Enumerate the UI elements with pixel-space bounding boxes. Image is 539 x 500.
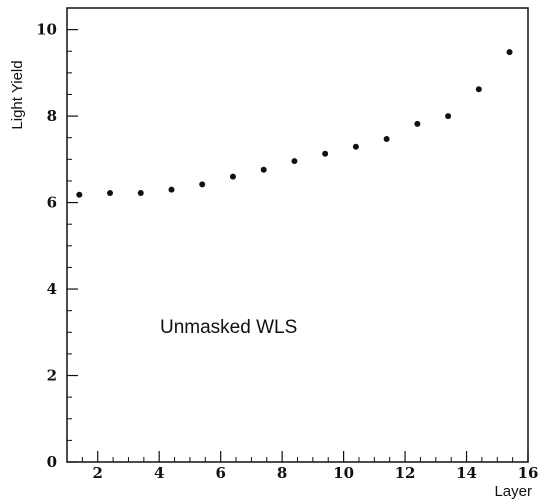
data-point xyxy=(383,136,390,143)
data-point xyxy=(352,143,359,150)
data-point xyxy=(137,190,144,197)
x-axis-label: Layer xyxy=(494,483,532,500)
y-tick-label: 2 xyxy=(47,367,57,385)
annotation-text: Unmasked WLS xyxy=(160,317,297,338)
y-tick-label: 0 xyxy=(47,453,57,471)
y-tick-label: 4 xyxy=(47,280,57,298)
x-tick-label: 6 xyxy=(215,464,225,482)
data-point xyxy=(76,191,83,198)
tick-labels: 2 4 6 8 10 12 14 16 0 2 4 6 8 10 xyxy=(36,21,538,482)
x-tick-label: 8 xyxy=(277,464,287,482)
axis-ticks xyxy=(66,7,529,463)
data-point xyxy=(260,166,267,173)
plot-frame xyxy=(66,7,529,463)
data-point xyxy=(291,158,298,165)
data-point xyxy=(414,120,421,127)
x-tick-label: 16 xyxy=(518,464,539,482)
data-point xyxy=(229,173,236,180)
data-point xyxy=(506,49,513,56)
y-tick-label: 6 xyxy=(47,194,57,212)
data-point xyxy=(199,181,206,188)
data-point xyxy=(445,113,452,120)
y-tick-label: 8 xyxy=(47,107,57,125)
y-tick-label: 10 xyxy=(36,21,57,39)
data-points xyxy=(76,49,513,198)
y-axis-label: Light Yield xyxy=(9,60,26,129)
data-point xyxy=(168,186,175,193)
data-point xyxy=(107,190,114,197)
data-point xyxy=(322,150,329,157)
data-point xyxy=(475,86,482,93)
x-tick-label: 4 xyxy=(154,464,164,482)
x-tick-label: 14 xyxy=(456,464,477,482)
x-tick-label: 2 xyxy=(93,464,103,482)
x-tick-label: 10 xyxy=(333,464,354,482)
x-tick-label: 12 xyxy=(395,464,416,482)
